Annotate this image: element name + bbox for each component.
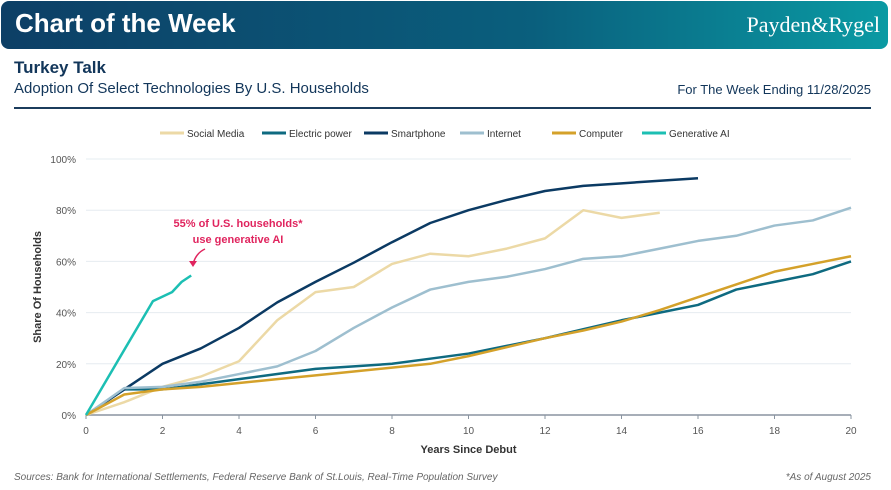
x-tick-label: 6 (313, 426, 319, 437)
x-tick-label: 0 (83, 426, 89, 437)
x-tick-label: 12 (539, 426, 551, 437)
x-tick-label: 20 (845, 426, 857, 437)
x-axis-label: Years Since Debut (421, 444, 517, 456)
annotation-line2: use generative AI (193, 234, 284, 246)
chart-subtitle: Adoption Of Select Technologies By U.S. … (14, 80, 369, 97)
y-axis-label: Share Of Households (32, 231, 44, 343)
annotation-line1: 55% of U.S. households* (174, 218, 304, 230)
banner-title: Chart of the Week (15, 8, 236, 38)
legend-label: Computer (579, 129, 624, 140)
legend-label: Internet (487, 129, 521, 140)
x-tick-label: 14 (616, 426, 628, 437)
legend-label: Electric power (289, 129, 352, 140)
y-tick-label: 20% (56, 360, 76, 371)
divider (14, 107, 871, 109)
logo: Payden&Rygel (746, 12, 880, 37)
chart-title: Turkey Talk (14, 58, 106, 77)
series-line-electric-power (85, 260, 852, 417)
sources: Sources: Bank for International Settleme… (14, 472, 498, 483)
x-tick-label: 2 (160, 426, 166, 437)
banner: Chart of the Week Payden&Rygel (1, 1, 888, 49)
y-tick-label: 100% (50, 155, 76, 166)
y-tick-label: 60% (56, 257, 76, 268)
footnote: *As of August 2025 (785, 472, 871, 483)
legend-label: Generative AI (669, 129, 730, 140)
series-line-generative-ai (84, 274, 192, 416)
series-line-internet (85, 206, 852, 417)
x-tick-label: 10 (463, 426, 475, 437)
x-tick-label: 8 (389, 426, 395, 437)
x-tick-label: 18 (769, 426, 781, 437)
legend-label: Social Media (187, 129, 245, 140)
legend-label: Smartphone (391, 129, 446, 140)
x-tick-label: 4 (236, 426, 242, 437)
annotation-arrowhead (189, 261, 197, 267)
series-line-computer (85, 255, 852, 417)
y-tick-label: 80% (56, 206, 76, 217)
x-tick-label: 16 (692, 426, 704, 437)
series-line-smartphone (85, 176, 699, 417)
y-tick-label: 40% (56, 309, 76, 320)
week-ending: For The Week Ending 11/28/2025 (677, 82, 871, 97)
y-tick-label: 0% (62, 411, 77, 422)
series-line-social-media (85, 208, 660, 417)
line-chart: 0% 20% 40% 60% 80% 100% 0 2 4 6 8 10 12 14 16 18 20 Years… (32, 129, 857, 456)
